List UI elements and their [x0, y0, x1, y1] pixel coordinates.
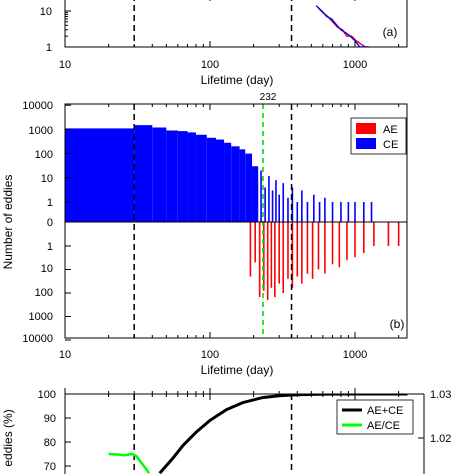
- panel-b-x-tick-1000: 1000: [343, 349, 367, 361]
- panel-a-y-tick-1: 1: [46, 42, 52, 54]
- panel-b-x-label: Lifetime (day): [201, 363, 274, 377]
- ce-bar: [224, 142, 232, 222]
- panel-b-y-tick-10000-top: 10000: [22, 100, 53, 112]
- ce-bar: [206, 137, 217, 222]
- panel-a: (a) 10 100 1000 10 1 Lifetime (day): [40, 0, 408, 87]
- panel-c-series-line-1: [108, 452, 151, 474]
- panel-b-y-tick-1000-bottom: 1000: [29, 311, 53, 323]
- panel-c-legend-box: [336, 399, 414, 435]
- panel-c-y-tick-70: 70: [44, 461, 56, 473]
- panel-b-marker-label: 232: [260, 92, 277, 103]
- legend-label-ae: AE: [383, 124, 398, 136]
- ce-bar: [239, 149, 246, 222]
- ce-bar: [231, 146, 240, 222]
- panel-a-x-tick-100: 100: [201, 59, 219, 71]
- panel-b-legend: AE CE: [350, 117, 407, 155]
- ce-bar: [177, 131, 188, 222]
- panel-b-x-tick-10: 10: [59, 349, 71, 361]
- panel-c: 100 90 80 70 1.03 1.02 eddies (%) AE+CE …: [1, 388, 451, 474]
- panel-b-y-label: Number of eddies: [1, 175, 15, 270]
- panel-b-y-tick-100-bottom: 100: [35, 287, 53, 299]
- legend-label-ae-ce-ratio: AE/CE: [367, 420, 400, 432]
- ce-bar: [187, 132, 196, 222]
- panel-b-y-tick-10000-bottom: 10000: [22, 333, 53, 345]
- panel-b-y-tick-1-bottom: 1: [47, 241, 53, 253]
- panel-b-y-tick-1-top: 1: [47, 197, 53, 209]
- panel-a-x-tick-10: 10: [59, 59, 71, 71]
- panel-b-frame: [64, 103, 408, 339]
- panel-b-y-tick-100-top: 100: [35, 149, 53, 161]
- panel-b-y-tick-0: 0: [47, 217, 53, 229]
- legend-swatch-ae: [356, 123, 376, 134]
- panel-a-y-tick-10: 10: [40, 6, 52, 18]
- panel-b: 232 10000 1000 100 10 1 0 1 10 100 1000 …: [1, 92, 408, 377]
- panel-a-series-line-1: [315, 5, 370, 47]
- panel-b-y-tick-1000-top: 1000: [29, 125, 53, 137]
- panel-b-label: (b): [390, 317, 405, 331]
- ce-bar: [195, 134, 207, 222]
- legend-swatch-ce: [356, 138, 376, 149]
- ce-bar: [245, 153, 253, 222]
- panel-a-series-line-0: [317, 7, 370, 47]
- legend-label-ce: CE: [383, 139, 398, 151]
- panel-c-y-tick-80: 80: [44, 437, 56, 449]
- panel-a-x-label: Lifetime (day): [201, 73, 274, 87]
- ce-bar: [65, 128, 135, 222]
- panel-b-y-tick-10-top: 10: [41, 173, 53, 185]
- panel-c-y2-tick-103: 1.03: [430, 389, 451, 401]
- panel-c-y-tick-90: 90: [44, 413, 56, 425]
- ce-bar: [216, 139, 225, 222]
- ce-bar: [152, 127, 167, 222]
- ce-bar: [252, 166, 259, 222]
- panel-b-x-tick-100: 100: [201, 349, 219, 361]
- panel-a-x-tick-1000: 1000: [343, 59, 367, 71]
- panel-c-y-label: eddies (%): [1, 409, 15, 466]
- panel-c-legend: AE+CE AE/CE: [336, 399, 414, 435]
- legend-label-ae-ce-sum: AE+CE: [367, 405, 403, 417]
- ce-bar: [166, 130, 178, 222]
- ce-bar: [134, 125, 153, 222]
- panel-a-label: (a): [383, 25, 398, 39]
- panel-c-y2-tick-102: 1.02: [430, 433, 451, 445]
- panel-a-frame: [64, 0, 408, 48]
- panel-b-y-tick-10-bottom: 10: [41, 263, 53, 275]
- panel-c-y-tick-100: 100: [38, 389, 56, 401]
